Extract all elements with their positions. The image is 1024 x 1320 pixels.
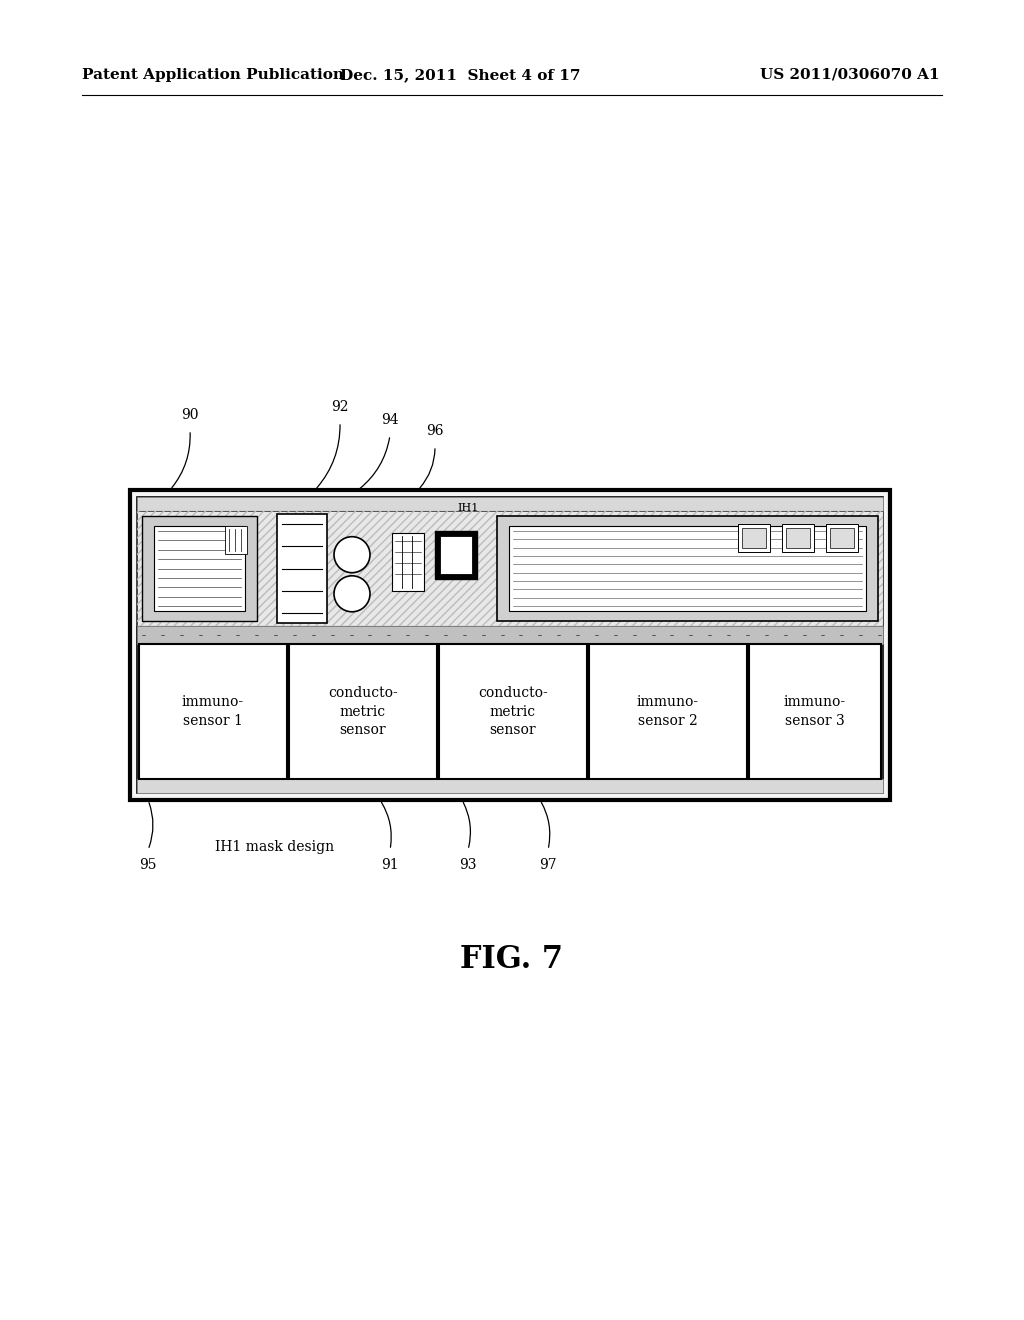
Bar — [497, 516, 878, 620]
Circle shape — [334, 537, 370, 573]
Bar — [139, 644, 287, 779]
Bar — [742, 528, 766, 548]
Text: 91: 91 — [381, 858, 398, 873]
Bar — [509, 525, 866, 611]
Text: immuno-
sensor 1: immuno- sensor 1 — [182, 696, 244, 727]
Bar — [137, 626, 883, 644]
Bar — [137, 511, 883, 626]
Text: Dec. 15, 2011  Sheet 4 of 17: Dec. 15, 2011 Sheet 4 of 17 — [340, 69, 581, 82]
Bar — [439, 644, 587, 779]
Bar — [289, 644, 437, 779]
Bar — [738, 524, 770, 552]
Text: IH1: IH1 — [457, 503, 478, 513]
Text: 94: 94 — [381, 413, 398, 426]
Bar — [589, 644, 746, 779]
Bar — [137, 779, 883, 793]
Text: 96: 96 — [426, 424, 443, 438]
Text: conducto-
metric
sensor: conducto- metric sensor — [328, 686, 398, 737]
Text: 97: 97 — [540, 858, 557, 873]
Text: US 2011/0306070 A1: US 2011/0306070 A1 — [761, 69, 940, 82]
Text: IH1 mask design: IH1 mask design — [215, 840, 334, 854]
Text: Patent Application Publication: Patent Application Publication — [82, 69, 344, 82]
Bar — [440, 536, 472, 574]
Text: conducto-
metric
sensor: conducto- metric sensor — [478, 686, 548, 737]
Bar — [392, 533, 424, 591]
Bar — [749, 644, 881, 779]
Bar — [782, 524, 814, 552]
Text: immuno-
sensor 3: immuno- sensor 3 — [784, 696, 846, 727]
Bar — [137, 498, 883, 793]
Text: 92: 92 — [331, 400, 349, 414]
Bar — [786, 528, 810, 548]
Text: 95: 95 — [139, 858, 157, 873]
Bar — [130, 490, 890, 800]
Text: FIG. 7: FIG. 7 — [461, 945, 563, 975]
Bar — [278, 513, 327, 623]
Bar — [830, 528, 854, 548]
Bar — [826, 524, 858, 552]
Bar — [154, 525, 245, 611]
Text: 93: 93 — [459, 858, 477, 873]
Bar — [225, 525, 247, 554]
Text: immuno-
sensor 2: immuno- sensor 2 — [637, 696, 699, 727]
Bar — [137, 498, 883, 511]
Circle shape — [334, 576, 370, 611]
Bar — [137, 511, 883, 626]
Bar — [435, 531, 477, 579]
Bar — [142, 516, 257, 620]
Text: 90: 90 — [181, 408, 199, 422]
